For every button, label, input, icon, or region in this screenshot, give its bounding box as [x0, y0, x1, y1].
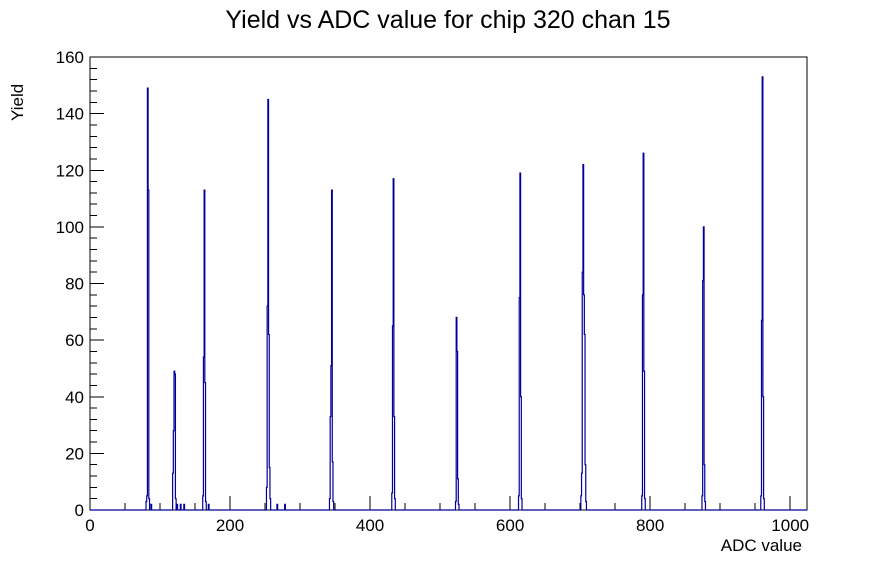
x-tick-label: 800	[636, 516, 664, 535]
histogram-line	[90, 76, 807, 511]
x-tick-label: 1000	[771, 516, 809, 535]
y-axis-title: Yield	[8, 83, 27, 121]
x-tick-label: 400	[356, 516, 384, 535]
y-tick-label: 60	[65, 331, 84, 350]
x-axis-title: ADC value	[720, 536, 802, 555]
chart-title: Yield vs ADC value for chip 320 chan 15	[225, 6, 671, 34]
y-tick-label: 80	[65, 275, 84, 294]
y-tick-label: 160	[56, 48, 84, 67]
x-tick-label: 200	[216, 516, 244, 535]
y-tick-label: 0	[75, 501, 84, 520]
y-tick-label: 120	[56, 161, 84, 180]
plot-frame	[89, 56, 808, 511]
y-tick-label: 140	[56, 105, 84, 124]
x-tick-label: 0	[85, 516, 94, 535]
x-tick-label: 600	[496, 516, 524, 535]
y-tick-label: 20	[65, 444, 84, 463]
y-tick-label: 40	[65, 388, 84, 407]
y-tick-label: 100	[56, 218, 84, 237]
